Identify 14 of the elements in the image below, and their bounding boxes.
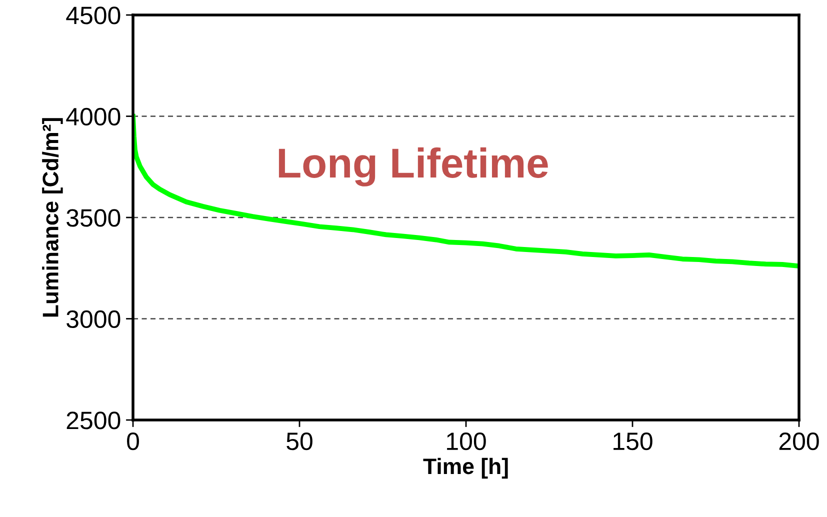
line-series	[133, 114, 799, 269]
y-tick-label: 3000	[66, 310, 120, 328]
x-tick-label: 200	[779, 432, 819, 450]
y-tick-label: 3500	[66, 209, 120, 227]
y-tick-label: 4500	[66, 6, 120, 24]
x-axis-title: Time [h]	[423, 458, 508, 479]
x-tick-label: 0	[127, 432, 139, 450]
y-tick-label: 2500	[66, 412, 120, 430]
annotation: Long Lifetime	[278, 147, 548, 186]
x-tick-label: 100	[447, 432, 486, 450]
y-tick-label: 4000	[66, 108, 120, 126]
y-axis-title: Luminance [Cd/m²]	[42, 118, 63, 317]
x-tick-label: 150	[614, 432, 652, 450]
x-tick-label: 50	[286, 432, 312, 450]
